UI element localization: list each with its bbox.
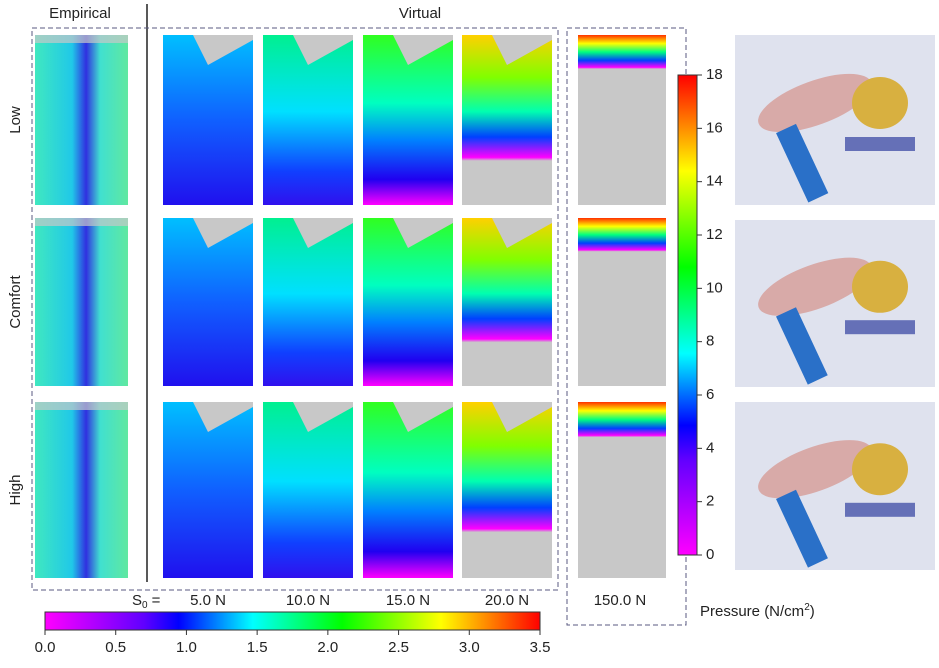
panel-cutout — [193, 218, 253, 248]
tick-label: 16 — [706, 119, 723, 136]
virtual-heatmap — [578, 218, 666, 386]
tick-label: 0 — [706, 546, 714, 563]
tick-label: 10 — [706, 279, 723, 296]
empirical-gap — [35, 402, 128, 410]
tick-label: 1.5 — [247, 639, 268, 656]
panel-cutout — [193, 402, 253, 432]
row-label: High — [7, 475, 24, 506]
model-thigh — [758, 73, 872, 133]
panel-cutout — [293, 218, 353, 248]
column-header: Empirical — [49, 5, 111, 22]
panel-cutout — [492, 35, 552, 65]
s0-equals: = — [152, 592, 161, 609]
tick-label: 18 — [706, 66, 723, 83]
model-leg — [776, 307, 828, 385]
virtual-heatmap — [578, 35, 666, 205]
stiffness-label: 15.0 N — [386, 592, 430, 609]
panel-cutout — [492, 218, 552, 248]
colorbar-label: Pressure (N/cm2) — [700, 602, 815, 620]
model-thigh — [758, 440, 872, 499]
tick-label: 1.0 — [176, 639, 197, 656]
tick-label: 2.0 — [317, 639, 338, 656]
tick-label: 0.0 — [35, 639, 56, 656]
stiffness-label: 20.0 N — [485, 592, 529, 609]
tick-label: 14 — [706, 173, 723, 190]
model-seat — [845, 137, 915, 151]
label-text: Pressure (N/cm — [700, 603, 804, 620]
tick-label: 3.5 — [530, 639, 551, 656]
s0-label: S0 = — [132, 592, 161, 611]
empirical-gap — [35, 35, 128, 43]
s0-subscript: 0 — [142, 600, 148, 611]
panel-cutout — [393, 35, 453, 65]
model-leg — [776, 123, 829, 203]
label-close: ) — [810, 603, 815, 620]
model-seat — [845, 502, 915, 517]
stiffness-label: 150.0 N — [594, 592, 647, 609]
panel-cutout — [293, 35, 353, 65]
row-label: Low — [7, 106, 24, 134]
s0-symbol: S — [132, 592, 142, 609]
vertical-colorbar — [677, 74, 698, 556]
row-label: Comfort — [7, 274, 24, 328]
tick-label: 4 — [706, 439, 714, 456]
stiffness-label: 5.0 N — [190, 592, 226, 609]
panel-cutout — [193, 35, 253, 65]
tick-label: 0.5 — [105, 639, 126, 656]
model-pelvis — [852, 260, 908, 313]
tick-label: 2 — [706, 493, 714, 510]
empirical-heatmap — [35, 218, 128, 386]
tick-label: 2.5 — [388, 639, 409, 656]
empirical-gap — [35, 218, 128, 226]
tick-label: 12 — [706, 226, 723, 243]
column-header: Virtual — [399, 5, 441, 22]
model-pelvis — [852, 77, 908, 129]
stiffness-label: 10.0 N — [286, 592, 330, 609]
panel-cutout — [492, 402, 552, 432]
model-leg — [776, 489, 828, 568]
empirical-heatmap — [35, 35, 128, 205]
virtual-heatmap — [578, 402, 666, 578]
label-superscript: 2 — [804, 602, 810, 613]
panel-cutout — [393, 218, 453, 248]
empirical-heatmap — [35, 402, 128, 578]
panel-cutout — [393, 402, 453, 432]
model-seat — [845, 320, 915, 335]
horizontal-colorbar — [44, 611, 541, 631]
tick-label: 3.0 — [459, 639, 480, 656]
tick-label: 8 — [706, 333, 714, 350]
model-thigh — [758, 257, 872, 316]
tick-label: 6 — [706, 386, 714, 403]
model-pelvis — [852, 443, 908, 496]
panel-cutout — [293, 402, 353, 432]
